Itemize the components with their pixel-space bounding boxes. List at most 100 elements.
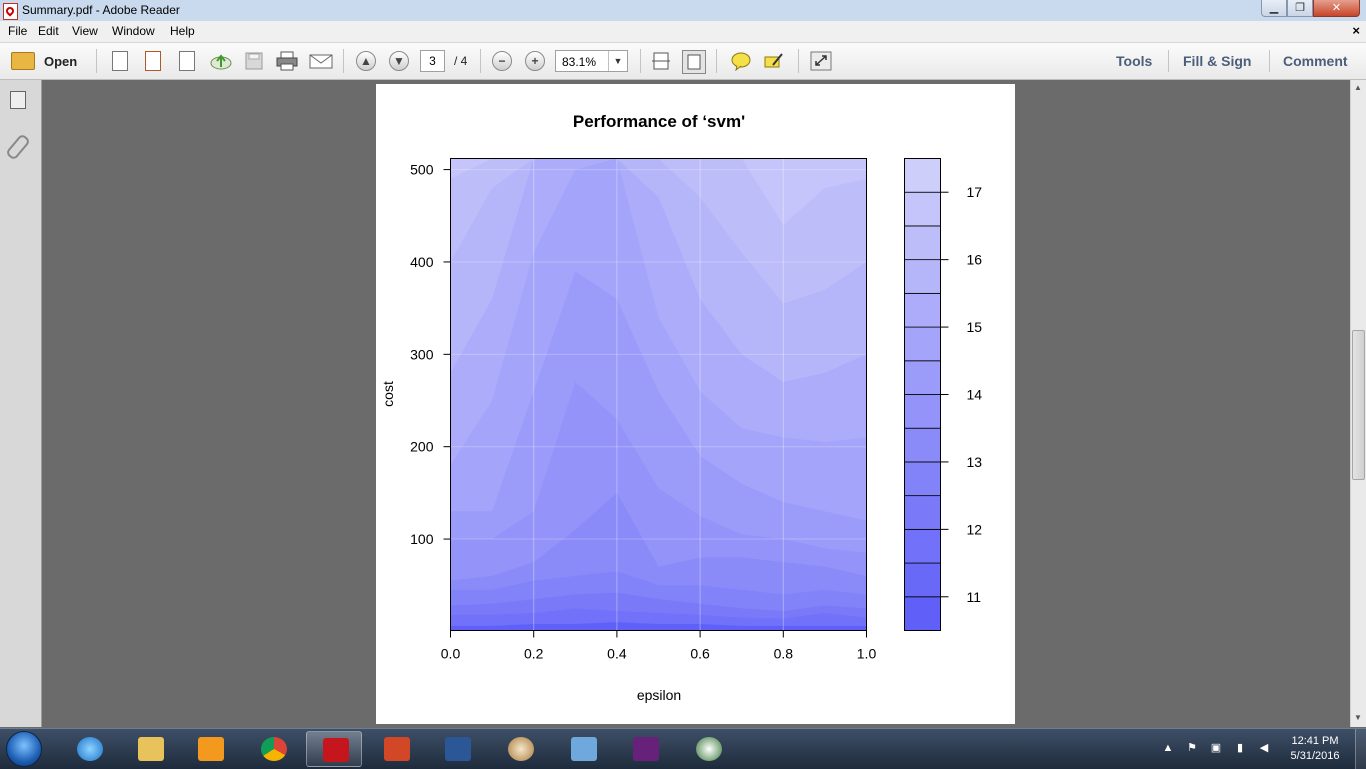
colorbar-tick-label: 14 <box>967 387 983 403</box>
word-icon[interactable] <box>429 731 485 767</box>
visual-studio-icon[interactable] <box>617 731 673 767</box>
powerpoint-icon[interactable] <box>368 731 424 767</box>
highlight-icon[interactable] <box>763 51 783 71</box>
previous-page-icon[interactable]: ▲ <box>356 51 376 71</box>
email-icon[interactable] <box>309 51 333 71</box>
wordpad-icon[interactable] <box>555 731 611 767</box>
colorbar-segment <box>904 394 941 429</box>
colorbar-tick-label: 17 <box>967 184 983 200</box>
menu-file[interactable]: File <box>8 24 28 38</box>
colorbar-tick-label: 11 <box>967 589 982 605</box>
zoom-in-icon[interactable]: + <box>525 51 545 71</box>
menu-bar: File Edit View Window Help × <box>0 21 1366 43</box>
tools-link[interactable]: Tools <box>1116 53 1153 69</box>
comment-link[interactable]: Comment <box>1283 53 1348 69</box>
toolbar-divider <box>480 49 481 73</box>
create-pdf-icon[interactable] <box>112 51 128 71</box>
colorbar-tick-label: 13 <box>967 454 983 470</box>
clock-time: 12:41 PM <box>1291 735 1339 747</box>
colorbar-tick-label: 12 <box>967 521 983 537</box>
fill-sign-link[interactable]: Fill & Sign <box>1183 53 1252 69</box>
colorbar-segment <box>904 528 941 564</box>
colorbar-segment <box>904 562 941 598</box>
colorbar-segment <box>904 292 941 328</box>
x-tick-label: 0.0 <box>441 646 461 662</box>
x-axis-label: epsilon <box>637 687 681 703</box>
save-icon[interactable] <box>245 51 265 71</box>
zoom-select[interactable]: 83.1% ▼ <box>555 50 628 72</box>
toolbar: Open ▲ ▼ 3 / 4 − + 83.1% ▼ Tools Fi <box>0 43 1366 80</box>
colorbar-segment <box>904 596 941 631</box>
adobe-reader-icon <box>3 3 18 20</box>
menu-window[interactable]: Window <box>112 24 155 38</box>
page-thumbnails-icon[interactable] <box>7 88 26 109</box>
colorbar-segment <box>904 225 941 261</box>
x-tick-label: 0.2 <box>524 646 544 662</box>
internet-explorer-icon[interactable] <box>61 731 117 767</box>
fit-width-icon[interactable] <box>651 51 671 71</box>
open-folder-icon[interactable] <box>11 52 35 70</box>
app-icon[interactable] <box>680 731 736 767</box>
scrollbar-thumb[interactable] <box>1352 330 1365 480</box>
contour-band <box>450 158 867 304</box>
menu-edit[interactable]: Edit <box>38 24 59 38</box>
toolbar-divider <box>716 49 717 73</box>
print-icon[interactable] <box>276 51 298 71</box>
next-page-icon[interactable]: ▼ <box>389 51 409 71</box>
attachment-icon[interactable] <box>5 133 31 161</box>
colorbar-tick-label: 15 <box>967 319 983 335</box>
fit-page-icon[interactable] <box>682 50 706 74</box>
media-player-icon[interactable] <box>182 731 238 767</box>
performance-chart: Performance of ‘svm' 0.0 0.2 0.4 0.6 0.8 1.0 1… <box>380 112 983 703</box>
minimize-button[interactable]: ▁ <box>1261 0 1287 17</box>
navigation-panel <box>0 80 42 727</box>
chart-title: Performance of ‘svm' <box>573 112 745 131</box>
colorbar-segment <box>904 495 941 530</box>
device-icon[interactable]: ▣ <box>1210 742 1222 754</box>
adobe-reader-taskbar-icon[interactable] <box>306 731 362 767</box>
colorbar-segment <box>904 360 941 395</box>
zoom-out-icon[interactable]: − <box>492 51 512 71</box>
show-hidden-icons-icon[interactable]: ▲ <box>1162 742 1174 754</box>
window-title: Summary.pdf - Adobe Reader <box>22 3 180 17</box>
scroll-down-arrow-icon[interactable]: ▼ <box>1354 713 1362 722</box>
contour-band <box>450 158 867 226</box>
page-number-input[interactable]: 3 <box>420 50 445 72</box>
show-desktop-button[interactable] <box>1355 729 1366 769</box>
start-button[interactable] <box>6 731 42 767</box>
x-tick-label: 0.8 <box>774 646 794 662</box>
sticky-note-icon[interactable] <box>730 51 751 72</box>
chevron-down-icon[interactable]: ▼ <box>608 51 627 71</box>
colorbar-segment <box>904 326 941 362</box>
toolbar-divider <box>798 49 799 73</box>
open-button-label[interactable]: Open <box>44 54 78 69</box>
y-tick-label: 200 <box>410 439 434 455</box>
menu-help[interactable]: Help <box>170 24 195 38</box>
close-document-button[interactable]: × <box>1352 23 1360 38</box>
action-center-icon[interactable]: ⚑ <box>1187 742 1197 754</box>
menu-view[interactable]: View <box>72 24 98 38</box>
x-tick-label: 0.6 <box>690 646 710 662</box>
maximize-button[interactable]: ❐ <box>1287 0 1313 17</box>
y-tick-label: 300 <box>410 346 434 362</box>
title-bar: Summary.pdf - Adobe Reader ▁ ❐ ✕ <box>0 0 1366 22</box>
taskbar: ▲ ⚑ ▣ ▮ ◀ 12:41 PM 5/31/2016 <box>0 728 1366 769</box>
colorbar-segment <box>904 158 941 193</box>
expand-icon[interactable] <box>810 51 832 71</box>
page-total: / 4 <box>454 54 468 68</box>
scroll-up-arrow-icon[interactable]: ▲ <box>1354 83 1362 92</box>
chrome-icon[interactable] <box>245 731 301 767</box>
colorbar-segment <box>904 461 941 497</box>
paint-icon[interactable] <box>492 731 548 767</box>
vertical-scrollbar[interactable]: ▲ ▼ <box>1350 80 1366 727</box>
system-clock[interactable]: 12:41 PM 5/31/2016 <box>1284 734 1346 764</box>
export-pdf-icon[interactable] <box>145 51 161 71</box>
close-window-button[interactable]: ✕ <box>1313 0 1360 17</box>
upload-cloud-icon[interactable] <box>210 51 232 71</box>
network-icon[interactable]: ▮ <box>1236 742 1244 754</box>
x-tick-label: 1.0 <box>857 646 877 662</box>
toolbar-divider <box>640 49 641 73</box>
volume-icon[interactable]: ◀ <box>1259 742 1269 754</box>
edit-pdf-icon[interactable] <box>179 51 195 71</box>
file-explorer-icon[interactable] <box>122 731 178 767</box>
